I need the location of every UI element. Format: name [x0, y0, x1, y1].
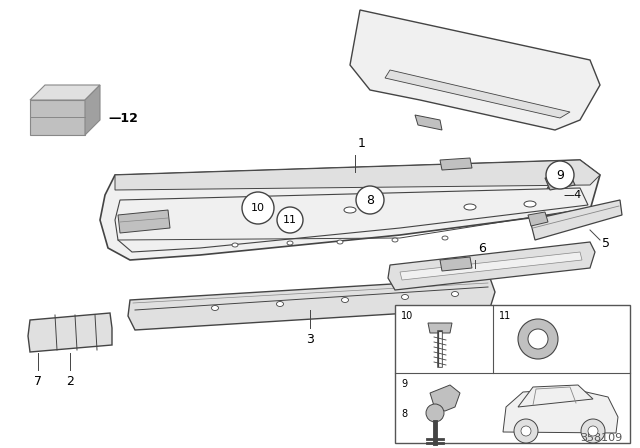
- Text: 8: 8: [366, 194, 374, 207]
- Circle shape: [356, 186, 384, 214]
- Polygon shape: [385, 70, 570, 118]
- Polygon shape: [128, 278, 495, 330]
- Text: 6: 6: [478, 242, 486, 255]
- Text: 9: 9: [556, 168, 564, 181]
- Ellipse shape: [401, 294, 408, 300]
- Text: 358109: 358109: [580, 433, 622, 443]
- Ellipse shape: [344, 207, 356, 213]
- Text: 10: 10: [401, 311, 413, 321]
- Polygon shape: [440, 257, 472, 271]
- Polygon shape: [545, 174, 575, 190]
- Polygon shape: [100, 160, 600, 260]
- Text: —4: —4: [563, 190, 581, 200]
- Ellipse shape: [337, 240, 343, 244]
- Polygon shape: [115, 160, 600, 190]
- Ellipse shape: [442, 236, 448, 240]
- Circle shape: [426, 404, 444, 422]
- Polygon shape: [415, 115, 442, 130]
- Text: 2: 2: [66, 375, 74, 388]
- Circle shape: [521, 426, 531, 436]
- Polygon shape: [430, 385, 460, 411]
- Polygon shape: [118, 210, 170, 233]
- Circle shape: [581, 419, 605, 443]
- Ellipse shape: [392, 238, 398, 242]
- Text: 8: 8: [401, 409, 407, 419]
- Ellipse shape: [287, 241, 293, 245]
- Ellipse shape: [232, 243, 238, 247]
- Circle shape: [242, 192, 274, 224]
- Polygon shape: [388, 242, 595, 290]
- Text: 11: 11: [499, 311, 511, 321]
- Polygon shape: [30, 100, 85, 135]
- Ellipse shape: [276, 302, 284, 306]
- Polygon shape: [530, 200, 622, 240]
- Polygon shape: [503, 389, 618, 433]
- Text: 11: 11: [283, 215, 297, 225]
- Polygon shape: [85, 85, 100, 135]
- Circle shape: [277, 207, 303, 233]
- Polygon shape: [400, 252, 582, 280]
- Circle shape: [528, 329, 548, 349]
- Ellipse shape: [464, 204, 476, 210]
- Ellipse shape: [342, 297, 349, 302]
- Text: 1: 1: [358, 137, 366, 150]
- Polygon shape: [528, 212, 548, 226]
- Text: 5: 5: [602, 237, 610, 250]
- FancyBboxPatch shape: [395, 305, 630, 443]
- Polygon shape: [518, 385, 593, 407]
- Polygon shape: [28, 313, 112, 352]
- Text: 10: 10: [251, 203, 265, 213]
- Text: —12: —12: [108, 112, 138, 125]
- Text: 3: 3: [306, 333, 314, 346]
- Circle shape: [588, 426, 598, 436]
- Polygon shape: [428, 323, 452, 333]
- Circle shape: [546, 161, 574, 189]
- Ellipse shape: [524, 201, 536, 207]
- Text: 7: 7: [34, 375, 42, 388]
- Polygon shape: [440, 158, 472, 170]
- Circle shape: [518, 319, 558, 359]
- Circle shape: [514, 419, 538, 443]
- Polygon shape: [30, 85, 100, 100]
- Polygon shape: [115, 188, 588, 252]
- Ellipse shape: [451, 292, 458, 297]
- Ellipse shape: [211, 306, 218, 310]
- Polygon shape: [350, 10, 600, 130]
- Text: 9: 9: [401, 379, 407, 389]
